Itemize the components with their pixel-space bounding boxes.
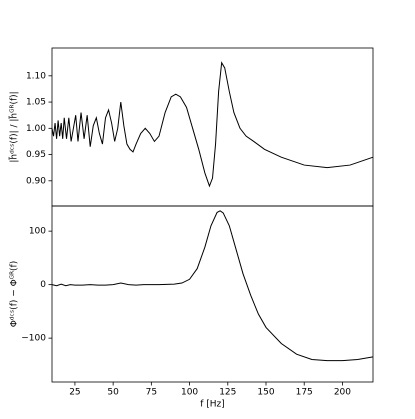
y-tick-label: 0 [40, 280, 46, 290]
curve [51, 61, 374, 188]
y-tick-label: 0.95 [26, 150, 46, 160]
y-tick-label: 1.00 [26, 124, 46, 134]
y-tick-label: 100 [29, 227, 46, 237]
x-tick-label: 200 [334, 388, 351, 398]
y-axis-label: Φᵈᶜˢ(f) − Φᴳᴿ(f) [10, 261, 20, 327]
x-tick-label: 175 [296, 388, 313, 398]
x-axis-label: f [Hz] [200, 400, 225, 410]
y-tick-label: 0.90 [26, 176, 46, 186]
y-tick-label: −100 [21, 334, 46, 344]
x-tick-label: 125 [219, 388, 236, 398]
x-tick-label: 150 [257, 388, 274, 398]
x-tick-label: 50 [107, 388, 119, 398]
x-tick-label: 100 [181, 388, 198, 398]
x-tick-label: 25 [69, 388, 80, 398]
y-tick-label: 1.05 [26, 98, 46, 108]
y-tick-label: 1.10 [26, 71, 46, 81]
axes-frame [51, 205, 374, 383]
curve [51, 210, 374, 362]
x-tick-label: 75 [146, 388, 157, 398]
y-axis-label: |h̃ᵈᶜˢ(f)| / |h̃ᴳᴿ(f)| [8, 91, 20, 162]
axes-frame [51, 47, 374, 207]
